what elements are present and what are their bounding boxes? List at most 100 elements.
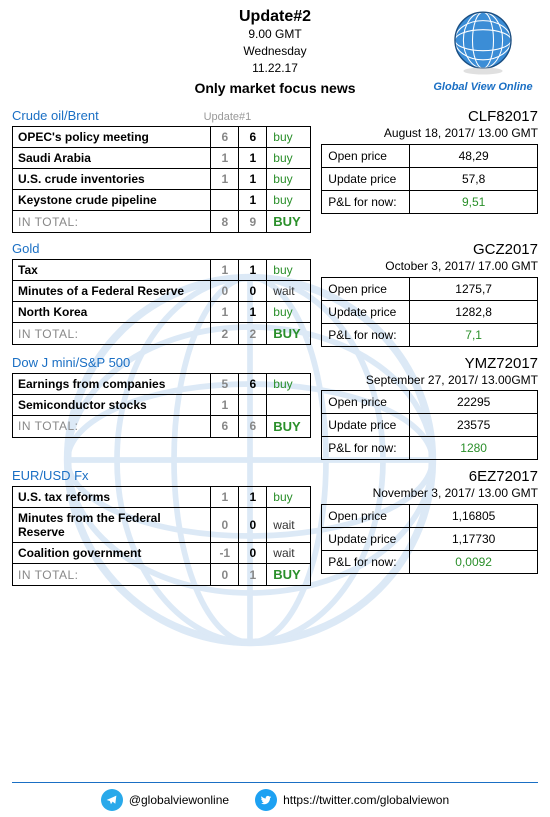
factor-now: 1 [239, 302, 267, 323]
quote-header: CLF82017August 18, 2017/ 13.00 GMT [321, 108, 538, 140]
logo-label: Global View Online [428, 81, 538, 93]
section-0: Crude oil/BrentUpdate#1OPEC's policy mee… [12, 108, 538, 233]
quote-header: GCZ2017October 3, 2017/ 17.00 GMT [321, 241, 538, 273]
total-label: IN TOTAL: [13, 415, 211, 437]
factor-prev: 6 [211, 127, 239, 148]
pnl-label: P&L for now: [322, 190, 410, 213]
factor-name: Semiconductor stocks [13, 394, 211, 415]
quote-dateline: November 3, 2017/ 13.00 GMT [373, 486, 538, 500]
section-title: Dow J mini/S&P 500 [12, 355, 130, 370]
section-3: EUR/USD FxU.S. tax reforms11buyMinutes f… [12, 468, 538, 586]
total-label: IN TOTAL: [13, 211, 211, 233]
logo: Global View Online [428, 8, 538, 93]
factor-now: 1 [239, 148, 267, 169]
total-prev: 0 [211, 564, 239, 586]
prices-table: Open price22295Update price23575P&L for … [321, 390, 538, 460]
total-prev: 8 [211, 211, 239, 233]
quote-symbol: GCZ2017 [473, 241, 538, 258]
factor-action: buy [267, 169, 311, 190]
total-now: 1 [239, 564, 267, 586]
open-value: 48,29 [410, 144, 538, 167]
table-row: Open price48,29 [322, 144, 538, 167]
update-note: Update#1 [204, 111, 252, 123]
update-label: Update price [322, 167, 410, 190]
prices-table: Open price1,16805Update price1,17730P&L … [321, 504, 538, 574]
table-row: Open price1275,7 [322, 277, 538, 300]
factor-action: buy [267, 302, 311, 323]
open-value: 1275,7 [410, 277, 538, 300]
update-value: 1,17730 [410, 527, 538, 550]
table-row: Coalition government-10wait [13, 543, 311, 564]
total-prev: 2 [211, 323, 239, 345]
factor-prev: 1 [211, 302, 239, 323]
factor-prev: 1 [211, 260, 239, 281]
pnl-label: P&L for now: [322, 323, 410, 346]
quote-dateline: August 18, 2017/ 13.00 GMT [384, 126, 538, 140]
quote-dateline: September 27, 2017/ 13.00GMT [366, 373, 538, 387]
factor-now: 0 [239, 281, 267, 302]
factor-prev: 0 [211, 281, 239, 302]
section-title: EUR/USD Fx [12, 468, 89, 483]
factors-table: U.S. tax reforms11buyMinutes from the Fe… [12, 486, 311, 586]
factor-prev [211, 190, 239, 211]
update-value: 23575 [410, 414, 538, 437]
total-row: IN TOTAL:01BUY [13, 564, 311, 586]
factor-prev: 0 [211, 508, 239, 543]
table-row: Earnings from companies56buy [13, 373, 311, 394]
quote-dateline: October 3, 2017/ 17.00 GMT [385, 259, 538, 273]
table-row: Minutes from the Federal Reserve00wait [13, 508, 311, 543]
factor-prev: 5 [211, 373, 239, 394]
total-label: IN TOTAL: [13, 323, 211, 345]
total-row: IN TOTAL:89BUY [13, 211, 311, 233]
factor-action: buy [267, 373, 311, 394]
open-label: Open price [322, 277, 410, 300]
table-row: P&L for now:9,51 [322, 190, 538, 213]
factors-table: Earnings from companies56buySemiconducto… [12, 373, 311, 438]
total-action: BUY [267, 415, 311, 437]
factor-name: Earnings from companies [13, 373, 211, 394]
factor-now: 1 [239, 487, 267, 508]
twitter-link[interactable]: https://twitter.com/globalviewon [255, 789, 449, 811]
table-row: P&L for now:1280 [322, 437, 538, 460]
factor-action: buy [267, 487, 311, 508]
open-label: Open price [322, 391, 410, 414]
header: Global View Online Update#2 9.00 GMT Wed… [12, 8, 538, 96]
open-value: 1,16805 [410, 504, 538, 527]
total-row: IN TOTAL:66BUY [13, 415, 311, 437]
factor-prev: 1 [211, 148, 239, 169]
table-row: Update price1282,8 [322, 300, 538, 323]
factor-action [267, 394, 311, 415]
pnl-value: 7,1 [410, 323, 538, 346]
factor-name: Coalition government [13, 543, 211, 564]
table-row: U.S. tax reforms11buy [13, 487, 311, 508]
factor-action: buy [267, 190, 311, 211]
section-2: Dow J mini/S&P 500 Earnings from companie… [12, 355, 538, 460]
open-label: Open price [322, 144, 410, 167]
quote-symbol: CLF82017 [468, 108, 538, 125]
telegram-link[interactable]: @globalviewonline [101, 789, 229, 811]
factor-now [239, 394, 267, 415]
section-title: Gold [12, 241, 39, 256]
factor-action: wait [267, 543, 311, 564]
factor-action: wait [267, 508, 311, 543]
table-row: P&L for now:7,1 [322, 323, 538, 346]
total-row: IN TOTAL:22BUY [13, 323, 311, 345]
factor-name: Minutes from the Federal Reserve [13, 508, 211, 543]
factor-name: U.S. tax reforms [13, 487, 211, 508]
total-action: BUY [267, 564, 311, 586]
table-row: P&L for now:0,0092 [322, 550, 538, 573]
factor-name: Saudi Arabia [13, 148, 211, 169]
section-title: Crude oil/Brent [12, 108, 99, 123]
table-row: Update price23575 [322, 414, 538, 437]
factors-table: Tax11buyMinutes of a Federal Reserve00wa… [12, 259, 311, 345]
telegram-handle: @globalviewonline [129, 793, 229, 807]
twitter-url: https://twitter.com/globalviewon [283, 793, 449, 807]
total-now: 2 [239, 323, 267, 345]
factors-table: OPEC's policy meeting66buySaudi Arabia11… [12, 126, 311, 233]
factor-prev: 1 [211, 169, 239, 190]
pnl-value: 0,0092 [410, 550, 538, 573]
update-label: Update price [322, 414, 410, 437]
prices-table: Open price1275,7Update price1282,8P&L fo… [321, 277, 538, 347]
footer-separator [12, 782, 538, 783]
total-prev: 6 [211, 415, 239, 437]
